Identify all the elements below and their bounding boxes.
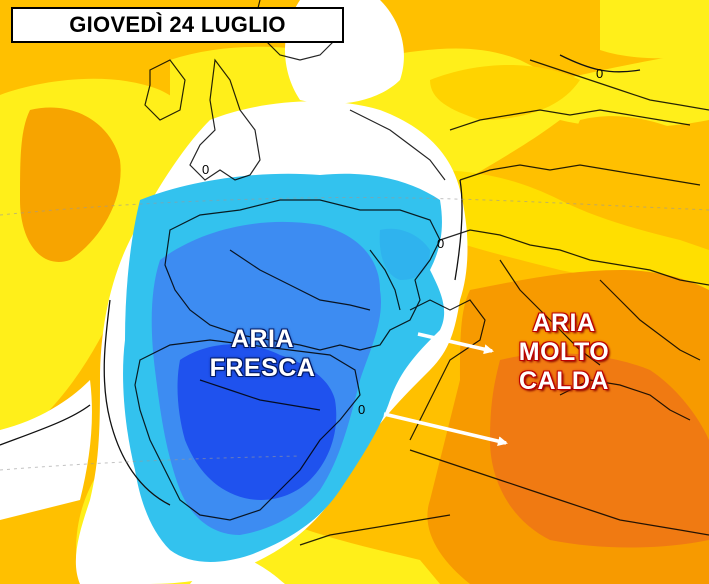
hot-air-label-line: ARIA bbox=[532, 309, 596, 337]
yellow-zone-mid bbox=[430, 170, 709, 300]
orange-zone-balkan bbox=[575, 116, 709, 197]
contour-label: 0 bbox=[358, 402, 365, 417]
orange-zone-north bbox=[430, 65, 580, 120]
very-cold-zone bbox=[177, 344, 337, 500]
hot-air-label: ARIA MOLTO CALDA bbox=[500, 309, 628, 396]
cool-air-label-line: FRESCA bbox=[209, 354, 316, 382]
page-title: GIOVEDÌ 24 LUGLIO bbox=[11, 7, 344, 43]
contour-label: 0 bbox=[596, 66, 603, 81]
cool-air-label: ARIA FRESCA bbox=[195, 325, 330, 383]
arrow-south bbox=[383, 412, 508, 447]
grid-lines bbox=[0, 196, 709, 471]
neutral-band-south bbox=[190, 560, 285, 584]
cool-zone-east bbox=[379, 228, 430, 280]
hot-air-label-line: CALDA bbox=[519, 367, 609, 395]
isotherm-lines bbox=[0, 54, 641, 506]
cool-air-label-line: ARIA bbox=[230, 325, 295, 353]
yellow-zone-east bbox=[600, 0, 709, 59]
country-borders bbox=[134, 0, 709, 546]
contour-label: 0 bbox=[437, 236, 444, 251]
hot-air-label-line: MOLTO bbox=[518, 338, 610, 366]
orange-zone-west bbox=[20, 107, 121, 262]
neutral-band-west bbox=[0, 380, 92, 520]
arrow-north bbox=[417, 332, 494, 355]
contour-label: 0 bbox=[202, 162, 209, 177]
orange-zone-core bbox=[490, 353, 709, 548]
